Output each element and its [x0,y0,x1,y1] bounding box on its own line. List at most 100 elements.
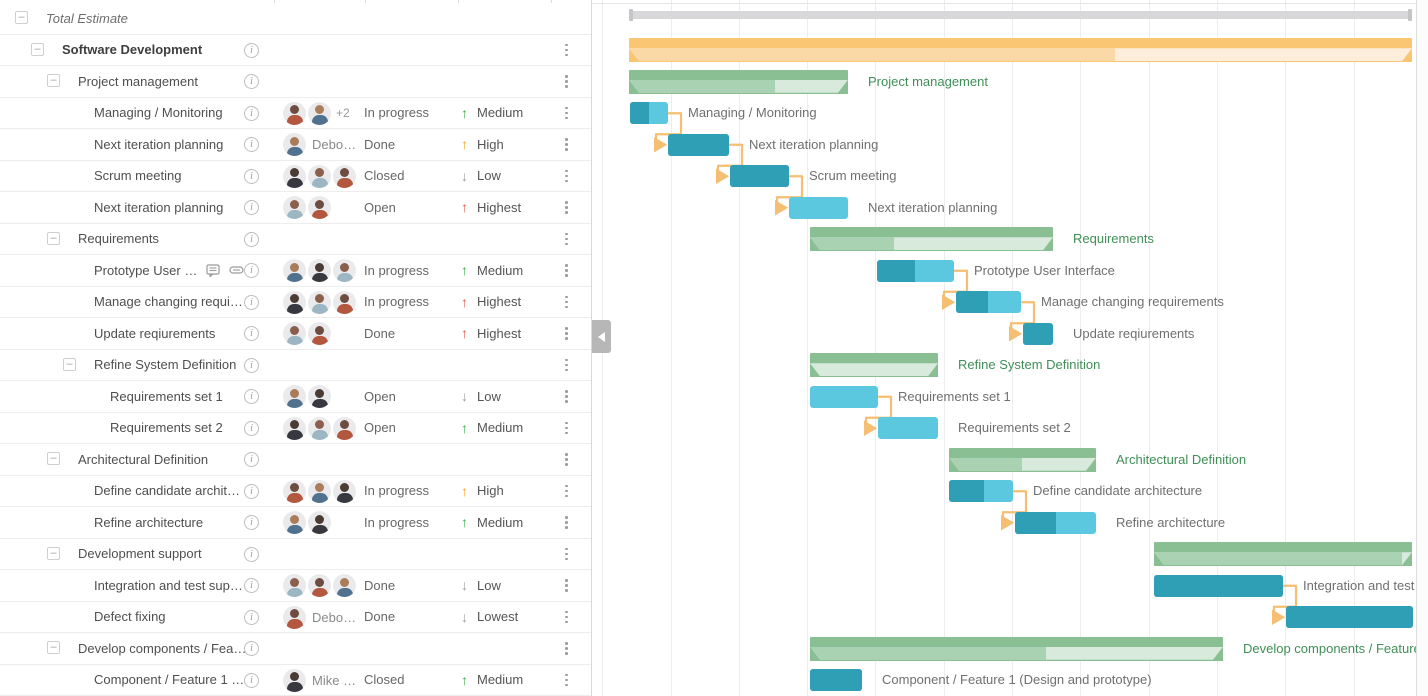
table-row[interactable]: Component / Feature 1 … i Mike … Closed ↑ Med… [0,665,591,696]
task-bar[interactable] [668,133,729,156]
collapse-toggle-icon[interactable]: – [31,42,44,56]
avatar[interactable] [308,196,331,219]
avatar[interactable] [283,101,306,125]
info-icon[interactable]: i [244,578,259,593]
info-icon[interactable]: i [244,641,259,656]
info-icon[interactable]: i [244,200,259,215]
row-menu-kebab-icon[interactable] [562,169,571,182]
status-cell[interactable]: In progress [364,483,430,499]
priority-cell[interactable]: ↓ Low [461,570,501,601]
row-menu-kebab-icon[interactable] [562,390,571,403]
task-bar[interactable] [730,165,789,188]
panel-splitter[interactable] [592,320,611,353]
row-menu-kebab-icon[interactable] [562,642,571,655]
task-bar[interactable] [630,102,668,125]
project-total-bar[interactable] [629,9,1412,22]
row-menu-kebab-icon[interactable] [562,673,571,686]
avatar[interactable] [308,416,331,440]
status-cell[interactable]: Open [364,388,396,404]
row-menu-kebab-icon[interactable] [562,610,571,623]
avatar[interactable] [283,668,306,692]
task-bar[interactable] [1154,574,1283,597]
row-menu-kebab-icon[interactable] [562,453,571,466]
status-cell[interactable]: Done [364,577,396,593]
status-cell[interactable]: Done [364,136,396,152]
table-row[interactable]: – Project management i [0,66,591,98]
avatar[interactable] [308,290,331,314]
status-cell[interactable]: In progress [364,262,430,278]
table-row[interactable]: Requirements set 1 i Open ↓ Low [0,381,591,413]
priority-cell[interactable]: ↑ High [461,476,504,507]
table-row[interactable]: Integration and test sup… i Done ↓ Low [0,570,591,602]
info-icon[interactable]: i [244,231,259,247]
status-cell[interactable]: Done [364,609,396,625]
priority-cell[interactable]: ↑ Medium [461,98,523,129]
vertical-scrollbar[interactable] [1416,0,1428,696]
table-row[interactable]: – Develop components / Fea… i [0,633,591,665]
priority-cell[interactable]: ↓ Low [461,161,501,192]
avatar[interactable] [333,164,356,188]
row-menu-kebab-icon[interactable] [562,43,571,56]
row-menu-kebab-icon[interactable] [562,358,571,371]
task-bar[interactable] [1015,511,1096,534]
avatar[interactable] [308,101,331,125]
table-row[interactable]: Next iteration planning i Debo… Done ↑ High [0,129,591,161]
priority-cell[interactable]: ↓ Lowest [461,602,518,633]
summary-bar[interactable] [629,69,848,94]
task-bar[interactable] [789,196,848,219]
row-menu-kebab-icon[interactable] [562,232,571,245]
collapse-toggle-icon[interactable]: – [63,357,76,371]
info-icon[interactable]: i [244,137,259,152]
row-menu-kebab-icon[interactable] [562,421,571,434]
avatar[interactable] [308,164,331,188]
priority-cell[interactable]: ↑ Medium [461,507,523,538]
info-icon[interactable]: i [244,515,259,530]
row-menu-kebab-icon[interactable] [562,516,571,529]
info-icon[interactable]: i [244,672,259,688]
info-icon[interactable]: i [244,74,259,89]
task-bar[interactable] [949,480,1013,503]
avatar[interactable] [308,511,331,534]
avatar[interactable] [283,133,306,156]
collapse-toggle-icon[interactable]: – [47,74,60,87]
comment-icon[interactable] [206,264,220,277]
avatar[interactable] [308,385,331,408]
avatar[interactable] [308,322,331,345]
row-menu-kebab-icon[interactable] [562,295,571,308]
table-row[interactable]: – Requirements i [0,224,591,255]
avatar[interactable] [333,259,356,282]
info-icon[interactable]: i [244,263,259,278]
avatar[interactable] [283,605,306,629]
info-icon[interactable]: i [244,294,259,310]
info-icon[interactable]: i [244,42,259,58]
table-row[interactable]: Define candidate archit… i In progress ↑ Hig… [0,476,591,507]
task-bar[interactable] [810,385,878,408]
info-icon[interactable]: i [244,483,259,499]
info-icon[interactable]: i [244,546,259,562]
avatar[interactable] [283,574,306,597]
table-row[interactable]: Next iteration planning i Open ↑ Highest [0,192,591,224]
avatar[interactable] [333,290,356,314]
table-row[interactable]: – Software Development i [0,35,591,66]
collapse-toggle-icon[interactable]: – [47,641,60,654]
table-row[interactable]: Managing / Monitoring i +2 In progress ↑ Medi… [0,98,591,129]
table-row[interactable]: Update reqiurements i Done ↑ Highest [0,318,591,350]
table-row[interactable]: Requirements set 2 i Open ↑ Medium [0,413,591,444]
task-bar[interactable] [1286,606,1413,629]
status-cell[interactable]: Done [364,325,396,341]
task-bar[interactable] [877,259,954,282]
table-row[interactable]: – Architectural Definition i [0,444,591,476]
table-row[interactable]: Prototype User … i In progress ↑ Medium [0,255,591,287]
priority-cell[interactable]: ↑ High [461,129,504,160]
info-icon[interactable]: i [244,326,259,341]
row-menu-kebab-icon[interactable] [562,106,571,119]
info-icon[interactable]: i [244,609,259,625]
row-menu-kebab-icon[interactable] [562,547,571,560]
avatar[interactable] [283,259,306,282]
info-icon[interactable]: i [244,105,259,121]
summary-bar[interactable] [810,227,1053,252]
task-bar[interactable] [956,291,1021,314]
avatar[interactable] [283,479,306,503]
row-menu-kebab-icon[interactable] [562,138,571,151]
table-row[interactable]: – Development support i [0,539,591,570]
